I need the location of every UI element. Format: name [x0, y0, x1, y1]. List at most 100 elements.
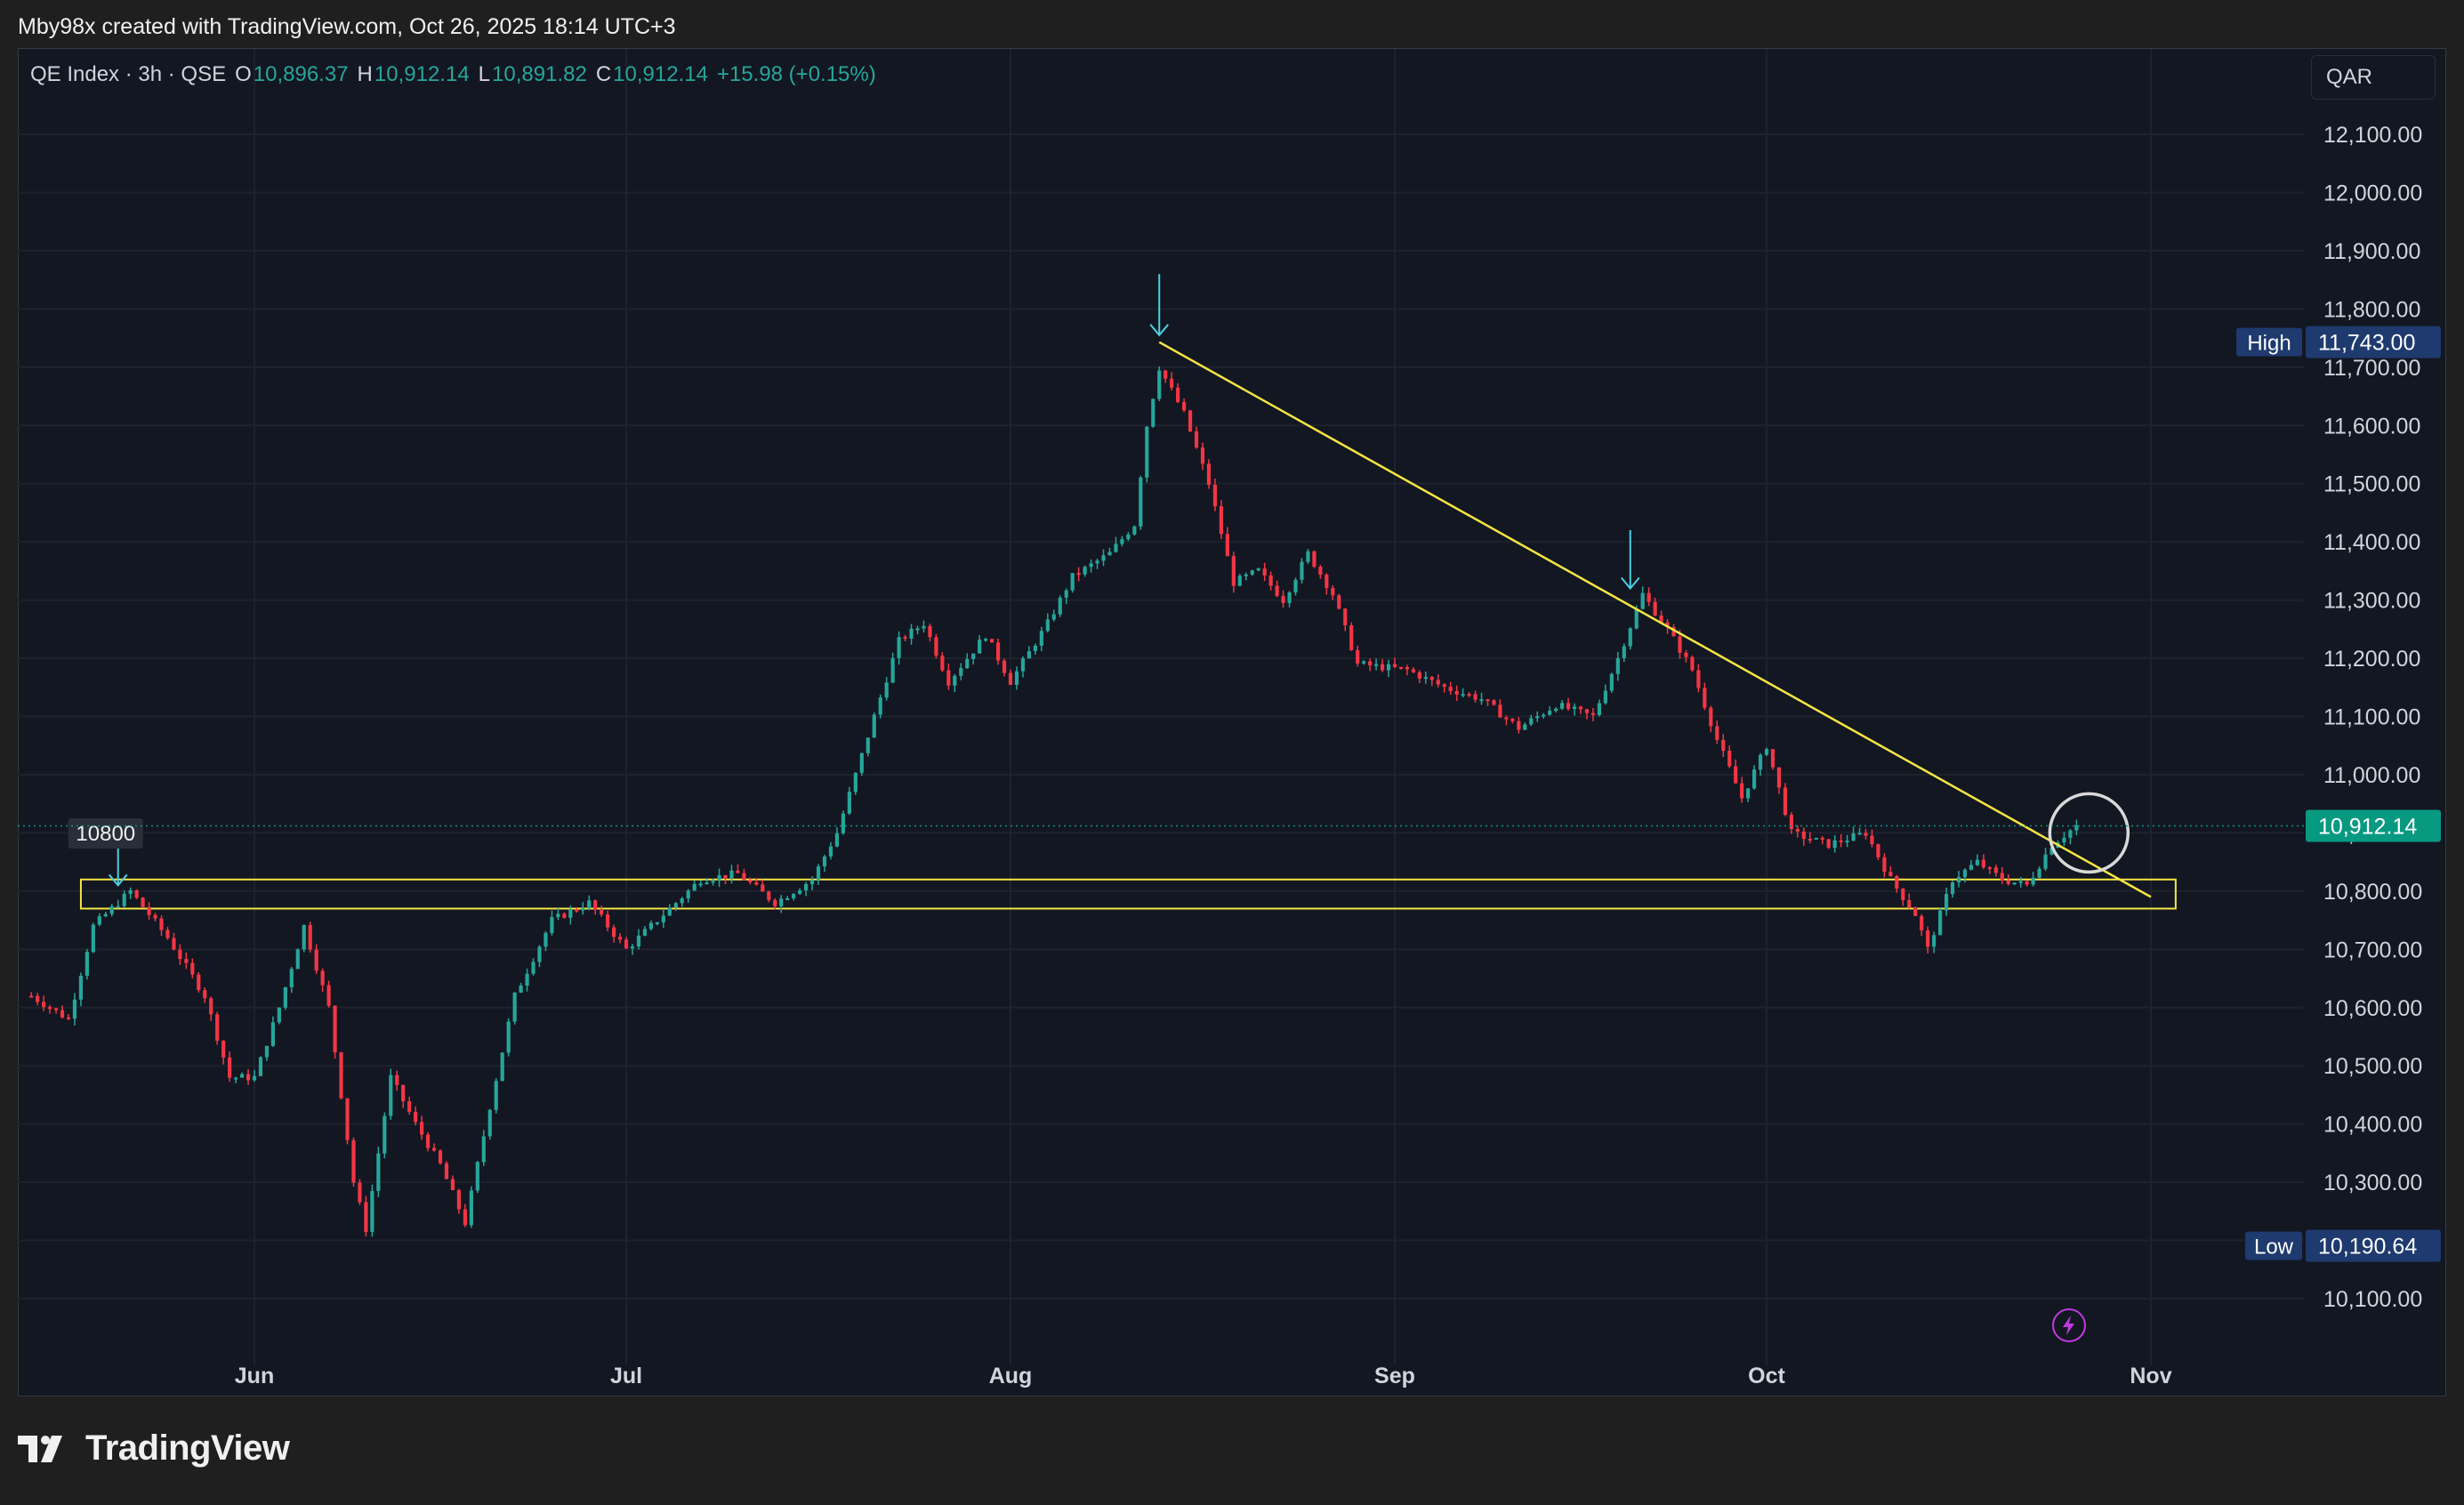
open-label: O [235, 62, 252, 86]
candle-up [72, 999, 77, 1019]
candle-up [1139, 477, 1143, 527]
candle-up [1628, 628, 1632, 647]
high-tag: High [2247, 332, 2291, 356]
candle-up [512, 992, 517, 1022]
candle-down [1448, 687, 1453, 691]
candle-up [834, 833, 840, 847]
candle-down [903, 637, 907, 640]
candle-down [1709, 707, 1713, 727]
candle-up [519, 986, 523, 993]
candle-down [1429, 677, 1434, 680]
brand-name: TradingView [85, 1429, 290, 1468]
candle-up [1051, 614, 1056, 620]
low-value: 10,891.82 [492, 62, 587, 86]
candle-down [165, 930, 170, 938]
low-tag: Low [2254, 1235, 2294, 1260]
symbol-name[interactable]: QE Index · 3h · QSE [30, 62, 227, 86]
y-tick-label: 11,100.00 [2323, 705, 2420, 730]
candle-down [1411, 669, 1415, 672]
candle-down [1795, 829, 1800, 832]
candle-down [1417, 672, 1421, 679]
candle-up [1857, 833, 1862, 835]
candle-down [190, 962, 195, 975]
tradingview-logo[interactable]: TradingView [18, 1429, 290, 1469]
candle-down [345, 1098, 350, 1140]
candle-up [804, 883, 809, 891]
candle-down [1356, 649, 1360, 664]
candle-up [109, 905, 114, 914]
candle-up [686, 890, 690, 899]
candle-down [358, 1182, 362, 1203]
x-tick-label: Nov [2130, 1364, 2171, 1388]
candle-down [1517, 720, 1521, 730]
candle-up [785, 897, 790, 900]
candle-down [1901, 888, 1905, 901]
candle-up [1145, 426, 1149, 478]
candle-down [66, 1017, 71, 1019]
candle-up [1107, 551, 1112, 556]
candle-down [1325, 575, 1329, 589]
candle-down [1182, 402, 1187, 411]
candle-down [159, 918, 164, 930]
candle-up [283, 986, 287, 1008]
candle-up [277, 1007, 281, 1023]
candle-down [456, 1189, 462, 1210]
candle-up [1373, 664, 1379, 666]
last-price-badge-bg [2306, 809, 2441, 842]
candle-down [767, 891, 771, 900]
candle-down [1789, 815, 1793, 830]
candle-up [1542, 714, 1546, 717]
candle-up [978, 640, 982, 654]
candle-up [1300, 561, 1304, 580]
ohlc-legend: QE Index · 3h · QSE O10,896.37 H10,912.14 L… [30, 62, 885, 87]
candle-down [1436, 680, 1440, 685]
candle-up [1554, 708, 1558, 712]
candle-up [376, 1153, 381, 1191]
candle-down [1281, 596, 1285, 603]
chart-frame[interactable] [18, 48, 2446, 1396]
candle-down [1981, 859, 1985, 868]
candle-up [1832, 840, 1837, 849]
candle-down [1262, 568, 1267, 575]
candle-down [1349, 624, 1354, 650]
candle-up [1950, 882, 1955, 895]
candle-down [1498, 704, 1502, 718]
last-price-badge: 10,912.14 [2318, 814, 2417, 839]
candle-down [1839, 840, 1843, 842]
candle-up [828, 846, 833, 857]
candle-up [878, 697, 882, 715]
candle-up [1237, 575, 1242, 586]
candle-up [1386, 664, 1391, 671]
x-axis: Jun Jul Aug Sep Oct Nov [235, 1364, 2172, 1388]
low-badge: 10,190.64 [2318, 1235, 2417, 1260]
candle-down [438, 1150, 443, 1163]
price-badges: 10,912.14 11,743.00 10,190.64 High Low [2236, 326, 2441, 1262]
candle-up [1597, 703, 1601, 715]
y-tick-label: 10,700.00 [2323, 938, 2422, 962]
y-tick-label: 11,300.00 [2323, 589, 2420, 614]
candle-down [414, 1112, 418, 1123]
candle-up [78, 975, 84, 1000]
candle-up [239, 1074, 245, 1078]
candle-down [1808, 839, 1812, 841]
candle-down [600, 909, 604, 915]
candles [29, 366, 2079, 1237]
candle-down [1888, 872, 1893, 877]
lightning-icon[interactable] [2052, 1308, 2086, 1342]
currency-button[interactable]: QAR [2311, 55, 2436, 100]
candle-up [1962, 869, 1968, 878]
candle-down [1176, 387, 1180, 403]
y-tick-label: 11,800.00 [2323, 297, 2420, 322]
candle-up [890, 657, 895, 683]
candle-up [953, 675, 957, 686]
candle-up [971, 653, 976, 659]
support-zone-box [79, 878, 2177, 910]
candle-up [661, 915, 665, 922]
candle-down [1653, 601, 1657, 616]
candle-up [2068, 830, 2073, 838]
candle-up [872, 714, 876, 738]
candle-up [481, 1136, 486, 1163]
candle-down [1578, 706, 1583, 710]
candle-up [556, 913, 560, 918]
